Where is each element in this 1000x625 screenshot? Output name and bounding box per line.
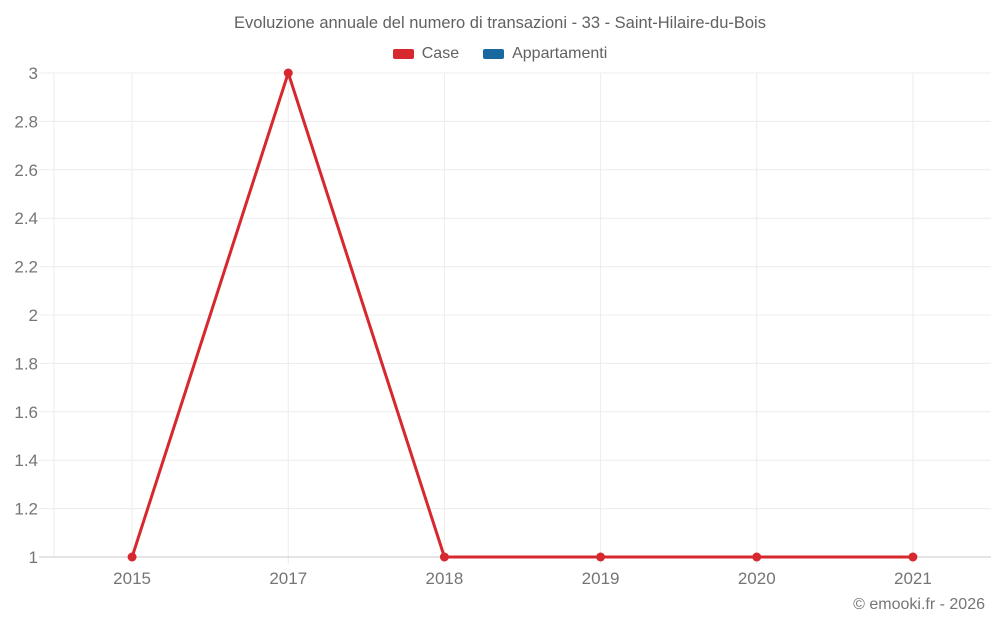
legend-swatch-case-icon [392, 49, 414, 59]
y-tick-label: 1.4 [14, 451, 38, 470]
y-tick-label: 1.6 [14, 403, 38, 422]
data-point-case-2020[interactable] [752, 552, 762, 562]
x-tick-label: 2018 [426, 569, 464, 588]
series-line-case [130, 71, 915, 559]
y-tick-label: 2.6 [14, 161, 38, 180]
data-point-case-2017[interactable] [283, 68, 293, 78]
legend-label-case: Case [421, 45, 460, 62]
y-tick-label: 2 [29, 306, 38, 325]
legend: Case Appartamenti [0, 45, 1000, 63]
x-tick-label: 2021 [894, 569, 932, 588]
data-point-case-2019[interactable] [596, 552, 606, 562]
y-tick-label: 3 [29, 64, 38, 83]
legend-label-appartamenti: Appartamenti [512, 45, 608, 62]
legend-item-appartamenti[interactable]: Appartamenti [483, 45, 607, 63]
data-point-case-2015[interactable] [127, 552, 137, 562]
y-tick-label: 1 [29, 548, 38, 567]
chart-title: Evoluzione annuale del numero di transaz… [234, 14, 766, 32]
y-tick-label: 2.2 [14, 258, 38, 277]
data-point-case-2018[interactable] [439, 552, 449, 562]
x-tick-label: 2015 [113, 569, 151, 588]
data-point-case-2021[interactable] [908, 552, 918, 562]
y-tick-label: 1.8 [14, 354, 38, 373]
x-tick-label: 2017 [269, 569, 307, 588]
y-tick-label: 1.2 [14, 500, 38, 519]
y-tick-label: 2.4 [14, 209, 38, 228]
copyright-text: © emooki.fr - 2026 [853, 596, 985, 613]
legend-swatch-appartamenti-icon [483, 49, 505, 59]
x-tick-label: 2019 [582, 569, 620, 588]
legend-item-case[interactable]: Case [392, 45, 460, 63]
y-tick-label: 2.8 [14, 112, 38, 131]
x-tick-label: 2020 [738, 569, 776, 588]
